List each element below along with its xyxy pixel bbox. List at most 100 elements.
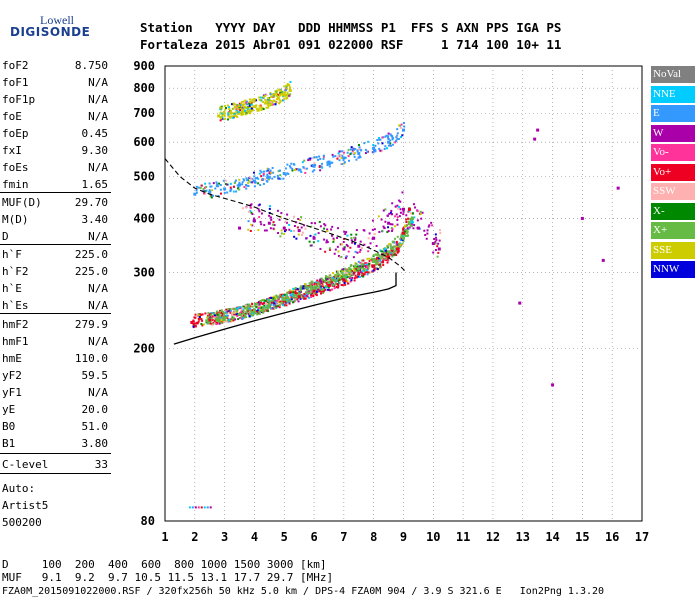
echo-point	[253, 312, 256, 315]
echo-point	[242, 107, 245, 110]
echo-point	[234, 311, 237, 314]
echo-point	[276, 305, 279, 308]
echo-point	[342, 268, 345, 271]
echo-point	[409, 212, 412, 215]
echo-point	[288, 302, 291, 305]
echo-point	[201, 313, 204, 316]
echo-point	[348, 266, 351, 269]
echo-point	[313, 285, 316, 288]
echo-point	[208, 313, 211, 316]
series-4-point	[238, 226, 242, 230]
echo-point	[346, 282, 349, 285]
echo-point	[338, 279, 341, 282]
echo-point	[224, 183, 227, 186]
echo-point	[244, 102, 247, 105]
echo-point	[336, 275, 339, 278]
echo-point	[267, 98, 270, 101]
echo-point	[227, 115, 230, 118]
echo-point	[368, 257, 371, 260]
echo-point	[224, 320, 227, 323]
echo-point	[414, 206, 417, 209]
echo-point	[252, 171, 255, 174]
echo-point	[382, 247, 385, 250]
echo-point	[306, 289, 309, 292]
echo-point	[276, 299, 279, 302]
echo-point	[320, 289, 323, 292]
echo-point	[345, 243, 348, 246]
x-tick-label: 14	[545, 530, 559, 544]
x-tick-label: 12	[486, 530, 500, 544]
echo-point	[360, 266, 363, 269]
echo-point	[284, 94, 287, 97]
echo-point	[412, 203, 415, 206]
echo-point	[342, 237, 345, 240]
param-row-hme: hmE 110.0	[2, 352, 108, 368]
echo-point	[270, 216, 273, 219]
echo-point	[289, 87, 292, 90]
echo-point	[251, 312, 254, 315]
param-value: N/A	[88, 161, 108, 174]
echo-point	[215, 310, 218, 313]
echo-point	[386, 230, 389, 233]
echo-point	[310, 296, 313, 299]
echo-point	[225, 319, 228, 322]
legend-item-x: X-	[651, 202, 695, 220]
echo-point	[263, 224, 266, 227]
echo-point	[400, 123, 403, 126]
echo-point	[266, 306, 269, 309]
echo-point	[239, 106, 242, 109]
echo-point	[280, 301, 283, 304]
echo-point	[383, 252, 386, 255]
echo-point	[280, 212, 283, 215]
echo-point	[260, 171, 263, 174]
echo-point	[280, 300, 283, 303]
echo-point	[257, 182, 260, 185]
echo-point	[238, 316, 241, 319]
echo-point	[410, 223, 413, 226]
echo-point	[348, 277, 351, 280]
echo-point	[386, 261, 389, 264]
echo-point	[337, 285, 340, 288]
echo-point	[251, 181, 254, 184]
echo-point	[209, 322, 212, 325]
echo-point	[335, 286, 338, 289]
series-4-point	[267, 221, 271, 225]
echo-point	[244, 99, 247, 102]
echo-point	[353, 271, 356, 274]
echo-point	[360, 149, 363, 152]
echo-point	[273, 306, 276, 309]
echo-point	[286, 163, 289, 166]
series-2-point	[267, 175, 271, 179]
echo-point	[274, 296, 277, 299]
echo-point	[382, 225, 385, 228]
series-2-point	[312, 164, 316, 168]
echo-point	[437, 251, 440, 254]
echo-point	[277, 176, 280, 179]
echo-point	[400, 232, 403, 235]
echo-point	[294, 292, 297, 295]
echo-point	[275, 94, 278, 97]
echo-point	[375, 258, 378, 261]
echo-point	[289, 291, 292, 294]
series-5-point	[518, 301, 522, 305]
echo-point	[269, 104, 272, 107]
echo-point	[394, 225, 397, 228]
echo-point	[273, 175, 276, 178]
echo-point	[391, 228, 394, 231]
echo-point	[348, 268, 351, 271]
echo-point	[398, 243, 401, 246]
echo-point	[274, 93, 277, 96]
echo-point	[208, 321, 211, 324]
echo-point	[354, 148, 357, 151]
echo-point	[378, 147, 381, 150]
echo-point	[219, 106, 222, 109]
echo-point	[310, 289, 313, 292]
series-2-point	[357, 152, 361, 156]
echo-point	[300, 170, 303, 173]
series-3-point	[229, 111, 233, 115]
echo-point	[403, 125, 406, 128]
series-cloud-4	[241, 191, 442, 260]
echo-point	[371, 228, 374, 231]
echo-point	[227, 112, 230, 115]
echo-point	[255, 310, 258, 313]
